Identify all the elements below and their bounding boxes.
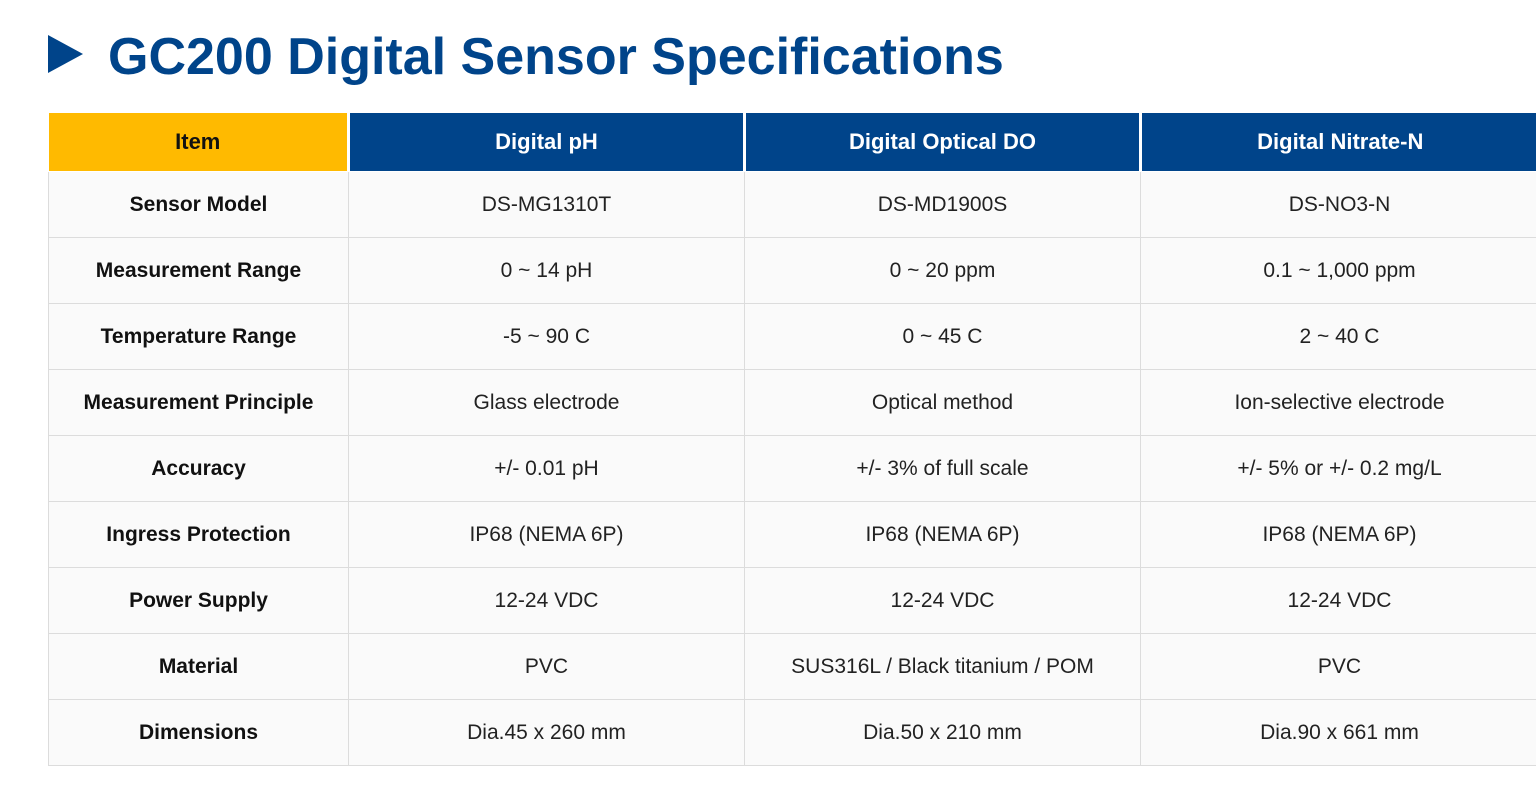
table-cell: 0.1 ~ 1,000 ppm <box>1140 237 1536 304</box>
title-arrow <box>48 35 83 73</box>
row-label: Dimensions <box>48 699 349 766</box>
table-cell: Dia.50 x 210 mm <box>744 699 1141 766</box>
table-cell: IP68 (NEMA 6P) <box>1140 501 1536 568</box>
column-header: Digital Optical DO <box>743 113 1141 172</box>
table-cell: PVC <box>1140 633 1536 700</box>
table-cell: -5 ~ 90 C <box>348 303 745 370</box>
column-header: Digital Nitrate-N <box>1139 113 1536 172</box>
spec-table: Item Digital pH Digital Optical DO Digital … <box>48 113 1536 766</box>
table-cell: SUS316L / Black titanium / POM <box>744 633 1141 700</box>
row-label: Power Supply <box>48 567 349 634</box>
table-cell: Optical method <box>744 369 1141 436</box>
table-row: Sensor Model DS-MG1310T DS-MD1900S DS-NO3-N <box>48 171 1536 238</box>
table-cell: Dia.45 x 260 mm <box>348 699 745 766</box>
table-row: Dimensions Dia.45 x 260 mm Dia.50 x 210 mm… <box>48 699 1536 766</box>
table-cell: DS-NO3-N <box>1140 171 1536 238</box>
table-row: Measurement Principle Glass electrode Opti… <box>48 369 1536 436</box>
table-cell: Glass electrode <box>348 369 745 436</box>
row-label: Measurement Principle <box>48 369 349 436</box>
table-row: Accuracy +/- 0.01 pH +/- 3% of full scale +… <box>48 435 1536 502</box>
table-cell: Ion-selective electrode <box>1140 369 1536 436</box>
header-row: Item Digital pH Digital Optical DO Digital … <box>48 113 1536 172</box>
row-label: Temperature Range <box>48 303 349 370</box>
table-cell: +/- 0.01 pH <box>348 435 745 502</box>
row-label: Accuracy <box>48 435 349 502</box>
table-cell: +/- 5% or +/- 0.2 mg/L <box>1140 435 1536 502</box>
table-cell: 12-24 VDC <box>348 567 745 634</box>
row-label: Sensor Model <box>48 171 349 238</box>
column-header: Digital pH <box>347 113 745 172</box>
row-label: Measurement Range <box>48 237 349 304</box>
page-title: GC200 Digital Sensor Specifications <box>108 28 1004 86</box>
column-header: Item <box>48 113 349 172</box>
table-cell: DS-MD1900S <box>744 171 1141 238</box>
table-cell: PVC <box>348 633 745 700</box>
table-row: Ingress Protection IP68 (NEMA 6P) IP68 (NE… <box>48 501 1536 568</box>
table-row: Measurement Range 0 ~ 14 pH 0 ~ 20 ppm 0.1 … <box>48 237 1536 304</box>
table-cell: 0 ~ 14 pH <box>348 237 745 304</box>
table-cell: Dia.90 x 661 mm <box>1140 699 1536 766</box>
table-cell: DS-MG1310T <box>348 171 745 238</box>
row-label: Material <box>48 633 349 700</box>
table-cell: IP68 (NEMA 6P) <box>744 501 1141 568</box>
table-cell: 12-24 VDC <box>744 567 1141 634</box>
table-cell: +/- 3% of full scale <box>744 435 1141 502</box>
table-cell: 12-24 VDC <box>1140 567 1536 634</box>
table-cell: 0 ~ 45 C <box>744 303 1141 370</box>
table-row: Power Supply 12-24 VDC 12-24 VDC 12-24 VDC <box>48 567 1536 634</box>
table-body: Sensor Model DS-MG1310T DS-MD1900S DS-NO3-N… <box>48 171 1536 766</box>
table-cell: 2 ~ 40 C <box>1140 303 1536 370</box>
table-row: Material PVC SUS316L / Black titanium / PO… <box>48 633 1536 700</box>
table-cell: IP68 (NEMA 6P) <box>348 501 745 568</box>
table-cell: 0 ~ 20 ppm <box>744 237 1141 304</box>
row-label: Ingress Protection <box>48 501 349 568</box>
